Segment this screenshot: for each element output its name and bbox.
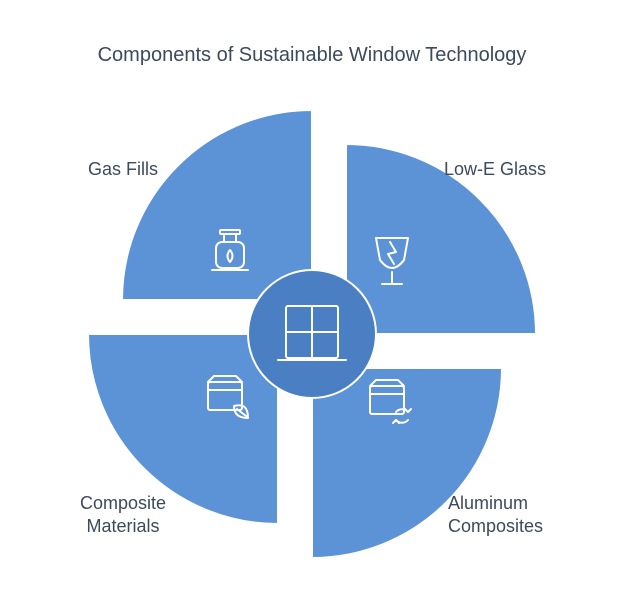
label-low-e-glass: Low-E Glass (444, 158, 546, 181)
label-gas-fills: Gas Fills (88, 158, 158, 181)
label-aluminum-composites: Aluminum Composites (448, 492, 543, 537)
quadrant-gas-fills (122, 110, 312, 300)
infographic-stage: Components of Sustainable Window Technol… (0, 0, 624, 592)
label-composite-materials: Composite Materials (80, 492, 166, 537)
